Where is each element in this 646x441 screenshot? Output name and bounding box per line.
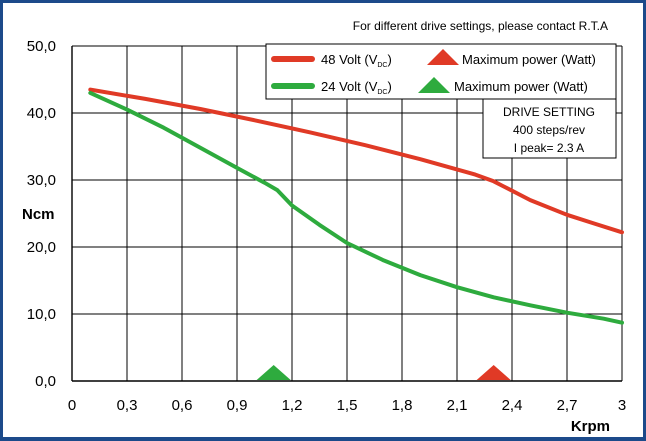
x-tick-label: 0,9: [227, 397, 248, 414]
drive-setting-title: DRIVE SETTING: [503, 105, 595, 119]
x-tick-label: 1,8: [392, 397, 413, 414]
x-tick-label: 2,4: [502, 397, 523, 414]
legend-label-24v: 24 Volt (VDC): [321, 79, 392, 96]
legend-marker-label-24v: Maximum power (Watt): [454, 79, 588, 94]
y-tick-label: 0,0: [35, 373, 56, 390]
legend-label-48v: 48 Volt (VDC): [321, 52, 392, 69]
y-tick-label: 40,0: [27, 105, 56, 122]
x-tick-label: 0: [68, 397, 76, 414]
x-tick-label: 2,7: [557, 397, 578, 414]
x-tick-label: 2,1: [447, 397, 468, 414]
legend: 48 Volt (VDC) Maximum power (Watt) 24 Vo…: [265, 43, 617, 100]
series-lines: [88, 87, 624, 325]
legend-triangle-48v: [427, 49, 459, 65]
legend-triangle-24v: [418, 77, 450, 93]
x-axis-label: Krpm: [571, 418, 610, 435]
drive-setting-border: [482, 98, 617, 159]
y-tick-label: 50,0: [27, 38, 56, 55]
chart-note: For different drive settings, please con…: [353, 19, 608, 33]
x-tick-label: 3: [618, 397, 626, 414]
y-tick-label: 30,0: [27, 172, 56, 189]
y-tick-label: 20,0: [27, 239, 56, 256]
max-power-marker-1: [256, 365, 291, 380]
x-tick-label: 0,6: [172, 397, 193, 414]
drive-setting-steps: 400 steps/rev: [513, 123, 585, 137]
x-tick-label: 1,2: [282, 397, 303, 414]
x-tick-labels: 0 0,3 0,6 0,9 1,2 1,5 1,8 2,1 2,4 2,7 3: [68, 397, 626, 414]
drive-setting-peak: I peak= 2.3 A: [514, 141, 584, 155]
x-tick-label: 0,3: [117, 397, 138, 414]
max-power-markers: [256, 365, 511, 380]
max-power-marker-0: [476, 365, 511, 380]
series-line-0: [88, 87, 624, 235]
y-tick-labels: 0,0 10,0 20,0 30,0 40,0 50,0: [27, 38, 56, 390]
y-tick-label: 10,0: [27, 306, 56, 323]
drive-setting-box: DRIVE SETTING 400 steps/rev I peak= 2.3 …: [482, 98, 617, 159]
legend-marker-label-48v: Maximum power (Watt): [462, 52, 596, 67]
y-axis-label: Ncm: [22, 206, 55, 223]
series-line-1: [88, 90, 624, 325]
x-tick-label: 1,5: [337, 397, 358, 414]
